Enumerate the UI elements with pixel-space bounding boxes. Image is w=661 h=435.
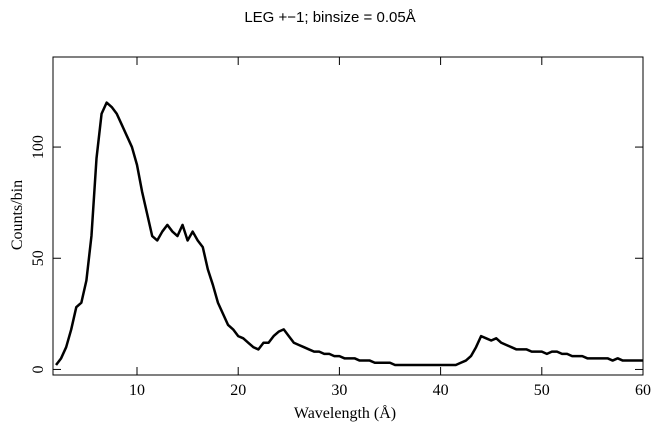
chart-title: LEG +−1; binsize = 0.05Å — [244, 9, 415, 26]
x-tick-label: 30 — [331, 382, 347, 399]
x-tick-label: 50 — [534, 382, 550, 399]
y-axis-label: Counts/bin — [9, 180, 26, 250]
x-tick-label: 10 — [129, 382, 145, 399]
plot-frame — [52, 56, 644, 376]
y-tick-label: 100 — [30, 135, 47, 159]
x-axis-label: Wavelength (Å) — [294, 404, 396, 422]
y-tick-label: 50 — [30, 250, 47, 266]
spectrum-line — [55, 101, 643, 367]
x-tick-label: 60 — [635, 382, 651, 399]
x-tick-label: 40 — [433, 382, 449, 399]
y-tick-label: 0 — [30, 365, 47, 373]
x-tick-label: 20 — [230, 382, 246, 399]
